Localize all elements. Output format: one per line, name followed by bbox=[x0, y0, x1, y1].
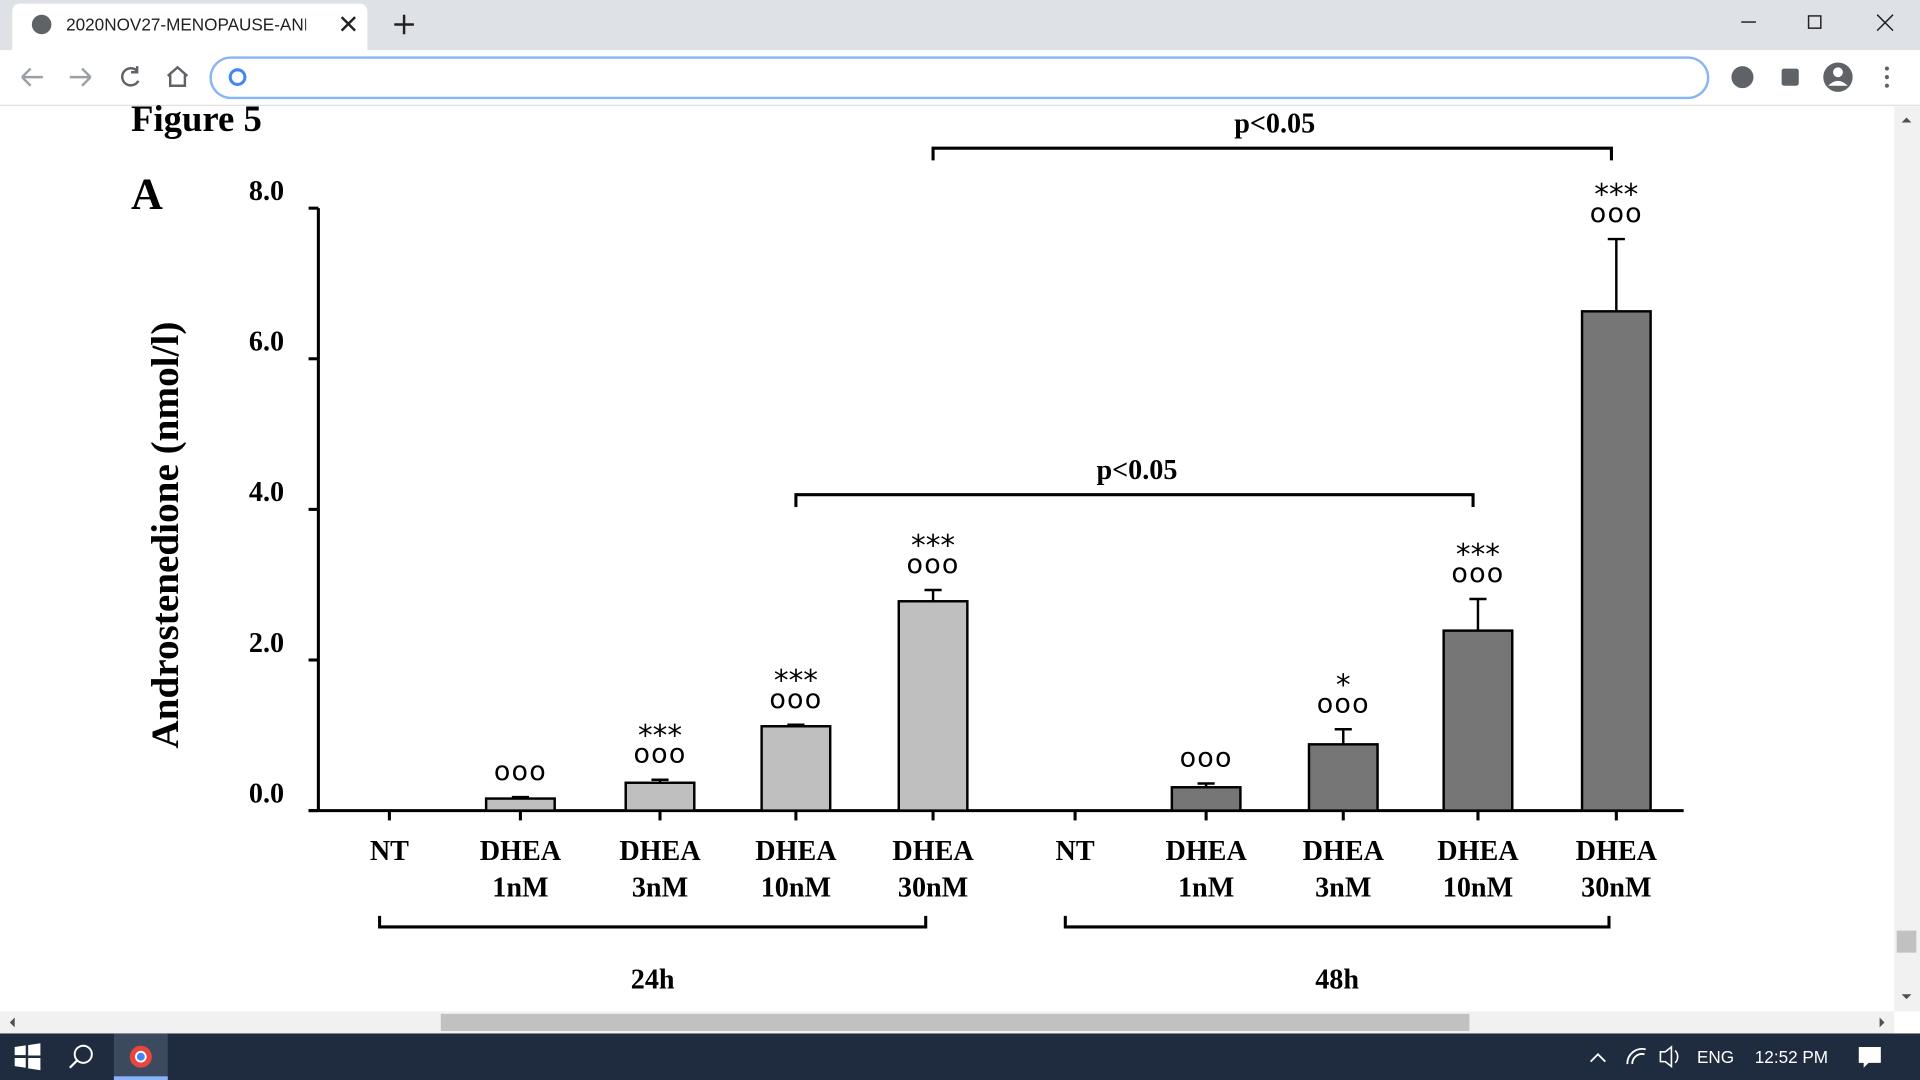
extension-icon[interactable] bbox=[1731, 66, 1754, 89]
new-tab[interactable] bbox=[394, 14, 414, 35]
tab-close[interactable] bbox=[340, 16, 356, 32]
close-window[interactable] bbox=[1876, 14, 1894, 32]
x-tick-label: NT bbox=[370, 836, 409, 867]
language-indicator[interactable]: ENG bbox=[1697, 1047, 1734, 1067]
x-tick-label: 30nM bbox=[898, 873, 968, 904]
page-content bbox=[0, 106, 1895, 1012]
significance-circles: ooo bbox=[1180, 743, 1233, 774]
x-tick-label: 3nM bbox=[1315, 873, 1371, 904]
active-indicator bbox=[113, 1076, 168, 1080]
significance-circles: ooo bbox=[769, 684, 822, 715]
y-tick-label: 0.0 bbox=[249, 778, 284, 809]
bar bbox=[1442, 629, 1514, 812]
significance-circles: ooo bbox=[1590, 198, 1643, 229]
address-bar[interactable] bbox=[209, 56, 1710, 100]
x-tick-label: NT bbox=[1056, 836, 1095, 867]
chrome-icon-center bbox=[135, 1050, 147, 1063]
restore[interactable] bbox=[1807, 15, 1822, 29]
x-tick-label: DHEA bbox=[1437, 836, 1519, 867]
x-tick-label: DHEA bbox=[480, 836, 562, 867]
x-tick-label: 30nM bbox=[1581, 873, 1651, 904]
x-tick-label: DHEA bbox=[892, 836, 974, 867]
taskbar bbox=[0, 1033, 1920, 1080]
tab-title: 2020NOV27-MENOPAUSE-ANDR bbox=[66, 15, 328, 35]
x-tick-label: 1nM bbox=[1178, 873, 1234, 904]
back-button[interactable] bbox=[21, 67, 43, 87]
extensions-button[interactable] bbox=[1781, 68, 1799, 86]
tab-favicon bbox=[31, 14, 52, 35]
comparison-bracket bbox=[931, 146, 1613, 161]
y-tick-label: 8.0 bbox=[249, 176, 284, 207]
x-tick-label: DHEA bbox=[619, 836, 701, 867]
clock[interactable]: 12:52 PM bbox=[1755, 1047, 1828, 1067]
vertical-scroll-thumb[interactable] bbox=[1896, 930, 1917, 953]
panel-label: A bbox=[131, 169, 163, 218]
profile-body bbox=[1828, 80, 1848, 86]
x-tick-label: 3nM bbox=[632, 873, 688, 904]
bar bbox=[1580, 310, 1652, 812]
comparison-label: p<0.05 bbox=[1096, 455, 1177, 486]
significance-circles: ooo bbox=[633, 739, 686, 770]
significance-stars: *** bbox=[911, 529, 955, 563]
volume-icon[interactable] bbox=[1659, 1045, 1679, 1069]
search-engine-icon bbox=[228, 68, 247, 87]
y-tick-label: 4.0 bbox=[249, 477, 284, 508]
y-tick-label: 6.0 bbox=[249, 327, 284, 358]
group-label: 24h bbox=[631, 965, 675, 996]
y-axis-label: Androstenedione (nmol/l) bbox=[144, 322, 187, 749]
y-tick-label: 2.0 bbox=[249, 628, 284, 659]
significance-stars: * bbox=[1336, 668, 1351, 702]
bar bbox=[484, 797, 556, 812]
search-button[interactable] bbox=[73, 1044, 93, 1064]
significance-circles: ooo bbox=[907, 549, 960, 580]
tab[interactable] bbox=[12, 3, 368, 51]
bar bbox=[1170, 786, 1242, 812]
x-tick-label: 1nM bbox=[492, 873, 548, 904]
significance-circles: ooo bbox=[1317, 688, 1370, 719]
vertical-scrollbar[interactable] bbox=[1894, 106, 1920, 1012]
significance-circles: ooo bbox=[1451, 558, 1504, 589]
comparison-bracket bbox=[794, 493, 1475, 507]
reload-button[interactable] bbox=[121, 66, 140, 87]
notifications-button[interactable] bbox=[1858, 1046, 1881, 1068]
significance-stars: *** bbox=[638, 718, 682, 752]
horizontal-scroll-thumb[interactable] bbox=[440, 1013, 1470, 1032]
bar bbox=[624, 781, 696, 812]
group-bracket bbox=[378, 915, 928, 929]
significance-stars: *** bbox=[1594, 178, 1638, 212]
tab-fade bbox=[306, 6, 343, 43]
profile-head bbox=[1833, 67, 1843, 78]
x-tick-label: DHEA bbox=[1576, 836, 1658, 867]
group-label: 48h bbox=[1315, 965, 1359, 996]
forward-button[interactable] bbox=[69, 67, 92, 87]
menu-button[interactable] bbox=[1884, 66, 1890, 88]
x-tick-label: DHEA bbox=[755, 836, 837, 867]
bar bbox=[760, 725, 832, 812]
significance-circles: ooo bbox=[494, 756, 547, 787]
x-tick-label: DHEA bbox=[1303, 836, 1385, 867]
search-handle bbox=[69, 1059, 78, 1069]
comparison-label: p<0.05 bbox=[1234, 109, 1315, 140]
home-button[interactable] bbox=[166, 65, 189, 87]
significance-stars: *** bbox=[774, 663, 818, 697]
bar bbox=[1307, 743, 1379, 812]
bar bbox=[897, 600, 969, 812]
significance-stars: *** bbox=[1456, 538, 1500, 572]
tray-expand[interactable] bbox=[1589, 1052, 1606, 1063]
x-tick-label: DHEA bbox=[1165, 836, 1247, 867]
x-tick-label: 10nM bbox=[1443, 873, 1513, 904]
network-icon[interactable] bbox=[1626, 1048, 1646, 1065]
x-tick-label: 10nM bbox=[761, 873, 831, 904]
figure-title: Figure 5 bbox=[131, 98, 262, 139]
group-bracket bbox=[1063, 915, 1611, 929]
start-button[interactable] bbox=[14, 1043, 41, 1071]
